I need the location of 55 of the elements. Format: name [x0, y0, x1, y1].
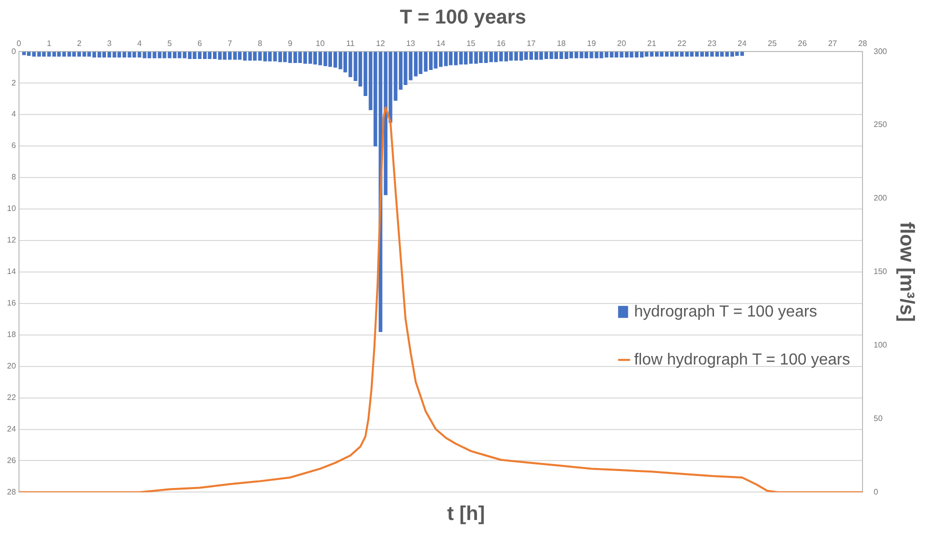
x-tick-label: 1 — [46, 39, 52, 48]
y2-axis-title: flow [m³/s] — [895, 222, 918, 322]
x-tick-label: 21 — [647, 39, 657, 48]
x-tick-label: 18 — [556, 39, 566, 48]
x-tick-label: 24 — [738, 39, 748, 48]
x-tick-label: 5 — [167, 39, 172, 48]
y2-tick-label: 250 — [874, 120, 888, 130]
x-axis-title: t [h] — [446, 503, 486, 526]
x-tick-label: 10 — [316, 39, 326, 48]
x-tick-label: 19 — [586, 39, 596, 48]
x-tick-label: 13 — [406, 39, 416, 48]
y-tick-label: 22 — [6, 392, 16, 402]
x-tick-label: 20 — [617, 39, 627, 48]
y-tick-label: 18 — [6, 330, 16, 340]
x-tick-label: 12 — [376, 39, 386, 48]
x-tick-label: 22 — [677, 39, 687, 48]
y2-tick-label: 100 — [874, 340, 888, 350]
y-tick-label: 20 — [6, 362, 16, 371]
x-tick-label: 3 — [107, 39, 112, 48]
x-tick-label: 26 — [798, 39, 808, 48]
x-tick-label: 14 — [436, 39, 446, 48]
x-tick-label: 6 — [197, 39, 202, 48]
y-tick-label: 4 — [11, 110, 16, 119]
y-tick-label: 12 — [6, 236, 16, 245]
x-tick-label: 28 — [858, 39, 868, 48]
y2-tick-label: 200 — [874, 194, 888, 203]
x-tick-label: 7 — [228, 39, 233, 48]
x-tick-label: 16 — [496, 39, 506, 48]
y2-tick-label: 50 — [874, 414, 884, 423]
x-tick-label: 8 — [258, 39, 263, 48]
x-tick-label: 17 — [526, 39, 536, 48]
y-tick-label: 0 — [11, 46, 16, 56]
x-tick-label: 25 — [768, 39, 778, 48]
x-tick-label: 27 — [828, 39, 838, 48]
y-tick-label: 6 — [11, 141, 16, 150]
x-tick-label: 11 — [346, 39, 356, 48]
legend-label: flow hydrograph T = 100 years — [634, 351, 850, 368]
y-tick-label: 2 — [11, 78, 16, 88]
y-tick-label: 26 — [6, 456, 16, 465]
x-tick-label: 23 — [708, 39, 717, 48]
y2-tick-label: 300 — [874, 46, 888, 56]
y-tick-label: 28 — [6, 487, 16, 496]
y2-tick-label: 150 — [874, 267, 888, 276]
y-tick-label: 10 — [6, 204, 16, 214]
legend-label: hydrograph T = 100 years — [634, 303, 818, 320]
x-tick-label: 2 — [76, 39, 82, 48]
x-tick-label: 15 — [466, 39, 476, 48]
y-tick-label: 16 — [6, 298, 16, 308]
chart-title: T = 100 years — [400, 6, 526, 29]
y-tick-label: 24 — [6, 424, 16, 434]
y-tick-label: 8 — [11, 172, 16, 182]
x-tick-label: 4 — [137, 39, 142, 48]
y2-tick-label: 0 — [874, 487, 879, 496]
y-tick-label: 14 — [6, 267, 16, 276]
x-tick-label: 9 — [288, 39, 293, 48]
